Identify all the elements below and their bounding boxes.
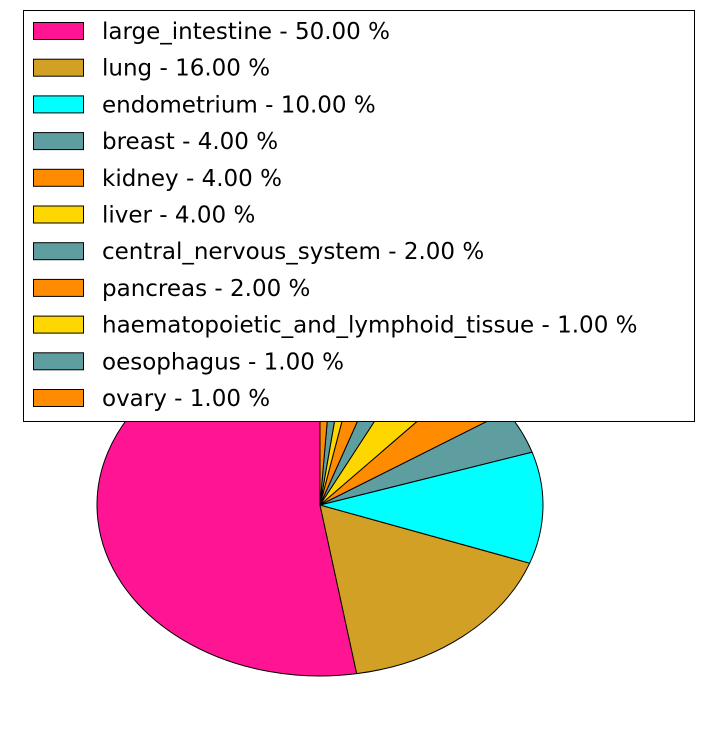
legend-swatch (33, 132, 84, 151)
legend-swatch (33, 22, 84, 40)
legend-label: haematopoietic_and_lymphoid_tissue - 1.0… (102, 313, 638, 339)
legend-label: liver - 4.00 % (102, 203, 255, 229)
pie-slice-endometrium (319, 451, 544, 564)
legend-label: kidney - 4.00 % (102, 166, 282, 192)
legend-swatch (33, 58, 84, 77)
legend-swatch (33, 168, 84, 187)
legend-label: endometrium - 10.00 % (102, 92, 376, 118)
legend-swatch (33, 352, 84, 371)
legend-box (23, 10, 695, 422)
legend-swatch (33, 389, 84, 407)
legend-swatch (33, 95, 84, 114)
legend-label: oesophagus - 1.00 % (102, 349, 344, 375)
legend-swatch (33, 205, 84, 224)
legend-label: lung - 16.00 % (102, 56, 270, 82)
legend-label: breast - 4.00 % (102, 129, 278, 155)
legend-label: ovary - 1.00 % (102, 386, 270, 412)
pie-slice-lung (319, 504, 531, 675)
legend-label: large_intestine - 50.00 % (102, 19, 390, 45)
legend-swatch (33, 242, 84, 261)
legend-swatch (33, 315, 84, 334)
legend-items: large_intestine - 50.00 % lung - 16.00 % e… (33, 19, 638, 412)
legend: large_intestine - 50.00 % lung - 16.00 % e… (23, 10, 695, 422)
legend-label: pancreas - 2.00 % (102, 276, 310, 302)
legend-label: central_nervous_system - 2.00 % (102, 239, 484, 265)
legend-swatch (33, 278, 84, 297)
